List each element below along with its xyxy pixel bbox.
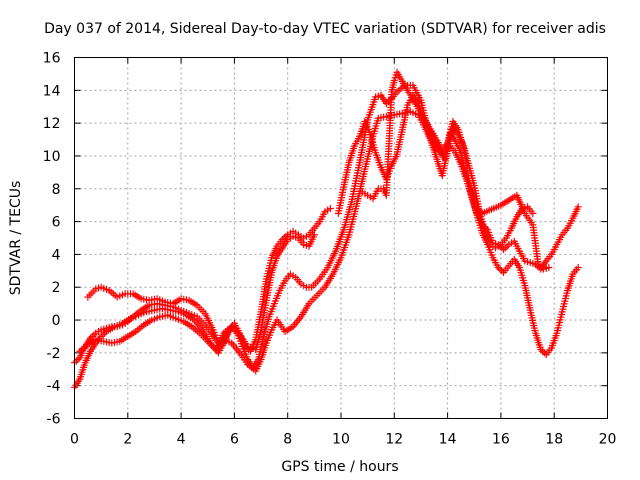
x-tick-label: 2 <box>123 432 132 448</box>
y-tick-label: 8 <box>52 182 61 198</box>
data-point-marker <box>529 209 537 217</box>
x-tick-label: 16 <box>492 432 510 448</box>
y-tick-label: -2 <box>47 346 61 362</box>
x-tick-label: 6 <box>230 432 239 448</box>
series-track-3 <box>84 231 318 354</box>
x-tick-label: 0 <box>70 432 79 448</box>
y-tick-label: 6 <box>52 215 61 231</box>
data-points <box>71 68 582 391</box>
y-tick-label: 10 <box>43 149 61 165</box>
x-tick-label: 12 <box>385 432 403 448</box>
series-track-4 <box>76 108 582 375</box>
data-point-marker <box>496 265 504 273</box>
x-axis-ticks: 0 2 4 6 8 10 12 14 16 18 20 <box>70 57 617 448</box>
chart-title: Day 037 of 2014, Sidereal Day-to-day VTE… <box>44 21 606 37</box>
y-tick-label: 16 <box>43 51 61 67</box>
y-tick-label: 12 <box>43 116 61 132</box>
x-tick-label: 8 <box>283 432 292 448</box>
data-point-marker <box>545 264 553 272</box>
x-tick-label: 14 <box>439 432 457 448</box>
x-tick-label: 4 <box>177 432 186 448</box>
y-tick-label: -6 <box>47 412 61 428</box>
data-point-marker <box>310 231 318 239</box>
plot-frame <box>74 57 608 419</box>
x-axis-label: GPS time / hours <box>281 459 398 475</box>
y-tick-label: 14 <box>43 83 61 99</box>
data-point-marker <box>326 204 334 212</box>
data-point-marker <box>574 203 582 211</box>
y-axis-label: SDTVAR / TECUs <box>8 181 24 296</box>
x-tick-label: 20 <box>599 432 617 448</box>
data-point-marker <box>99 331 107 339</box>
y-tick-label: 2 <box>52 280 61 296</box>
series-track-5 <box>334 91 582 273</box>
data-point-marker <box>574 264 582 272</box>
data-point-marker <box>72 357 80 365</box>
series-track-1 <box>71 204 334 391</box>
grid <box>74 57 608 419</box>
y-tick-label: -4 <box>47 379 61 395</box>
y-tick-label: 4 <box>52 247 61 263</box>
x-tick-label: 18 <box>545 432 563 448</box>
data-point-marker <box>90 331 98 339</box>
x-tick-label: 10 <box>332 432 350 448</box>
data-point-marker <box>503 242 511 250</box>
y-tick-label: 0 <box>52 313 61 329</box>
series-track-6 <box>358 68 553 273</box>
